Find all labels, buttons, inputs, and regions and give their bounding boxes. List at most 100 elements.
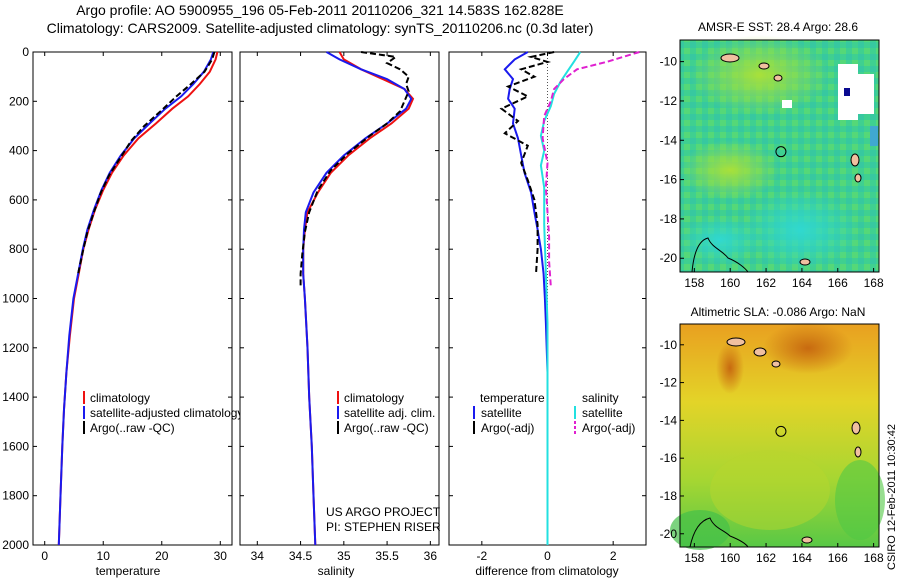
series-line-salinity-argo-adj- [541,51,640,287]
map-x-tick-label: 160 [720,551,740,565]
map-y-tick-label: -12 [660,94,678,108]
sla-field [670,322,885,550]
profile-location-marker [775,146,787,158]
sla-map-title: Altimetric SLA: -0.086 Argo: NaN [691,305,866,319]
series-line-satellite-adj-clim- [302,51,413,546]
sst-map-frame [679,39,880,273]
map-x-tick-label: 162 [756,551,776,565]
project-annotation-line-1: US ARGO PROJECT [326,505,441,519]
bathymetry-contour [689,517,749,548]
y-tick-label: 200 [9,94,29,108]
sst-field [680,35,879,273]
map-y-tick-label: -16 [660,451,678,465]
legend-label: Argo(..raw -QC) [344,421,429,435]
x-tick-label: 35 [337,549,351,563]
profile-location-marker [775,425,787,437]
island [753,347,767,357]
map-y-tick-label: -20 [660,527,678,541]
island [720,53,740,63]
legend-label: satellite [481,406,522,420]
island [726,337,746,347]
map-x-tick-label: 158 [684,276,704,290]
legend-label: Argo(..raw -QC) [90,421,175,435]
series-line-salinity-satellite [539,51,582,545]
sst-map-title: AMSR-E SST: 28.4 Argo: 28.6 [698,20,858,34]
legend-label: Argo(-adj) [582,421,635,435]
series-line-temperature-satellite [503,51,549,545]
island [854,446,862,458]
x-tick-label: 10 [97,549,111,563]
map-y-tick-label: -10 [660,338,678,352]
island [851,421,861,435]
sla-map-frame [679,323,880,548]
map-x-tick-label: 158 [684,551,704,565]
map-y-tick-label: -14 [660,413,678,427]
x-tick-label: 35.5 [375,549,399,563]
figure-title-line-2: Climatology: CARS2009. Satellite-adjuste… [46,20,594,36]
legend-heading-temperature: temperature [480,391,545,405]
x-tick-label: 34 [251,549,265,563]
bathymetry-contour [691,237,749,273]
temperature-xlabel: temperature [96,564,161,578]
cold-pixel [844,88,850,96]
difference-xlabel: difference from climatology [475,564,618,578]
y-tick-label: 400 [9,144,29,158]
missing-data-patch [782,100,792,108]
legend-heading-salinity: salinity [582,391,619,405]
map-y-tick-label: -18 [660,212,678,226]
y-tick-label: 600 [9,193,29,207]
x-tick-label: -2 [476,549,487,563]
legend-label: climatology [344,391,404,405]
map-y-tick-label: -20 [660,251,678,265]
salinity-xlabel: salinity [318,564,355,578]
temperature-legend: climatology satellite-adjusted climatolo… [83,391,243,435]
sst-map-panel: AMSR-E SST: 28.4 Argo: 28.6 158 160 162 164… [660,20,884,290]
map-x-tick-label: 162 [756,276,776,290]
salinity-legend: climatology satellite adj. clim. Argo(..… [337,391,435,435]
series-line-argo-raw-qc- [299,51,410,287]
y-tick-label: 2000 [2,538,29,552]
y-tick-label: 800 [9,242,29,256]
map-x-tick-label: 166 [828,551,848,565]
map-x-tick-label: 160 [720,276,740,290]
sla-map-panel: Altimetric SLA: -0.086 Argo: NaN 158 160 1… [660,305,885,565]
map-x-tick-label: 168 [864,276,884,290]
x-tick-label: 20 [155,549,169,563]
y-tick-label: 1600 [2,439,29,453]
island [850,153,860,167]
island [801,536,813,544]
island [758,62,770,70]
missing-data-patch [858,74,874,114]
map-x-tick-label: 164 [792,551,812,565]
figure-title-line-1: Argo profile: AO 5900955_196 05-Feb-2011… [76,2,564,18]
map-y-tick-label: -14 [660,133,678,147]
difference-legend: temperature salinity satellite satellite… [473,391,635,435]
island [771,360,781,368]
island [773,74,783,82]
y-tick-label: 1200 [2,341,29,355]
legend-label: climatology [90,391,150,405]
timestamp-side-label: CSIRO 12-Feb-2011 10:30:42 [886,424,898,570]
map-y-tick-label: -12 [660,376,678,390]
x-tick-label: 36 [424,549,438,563]
x-tick-label: 34.5 [289,549,313,563]
temperature-axes-box [32,51,233,546]
map-y-tick-label: -10 [660,55,678,69]
x-tick-label: 2 [610,549,617,563]
y-tick-label: 1800 [2,489,29,503]
legend-label: satellite [582,406,623,420]
temperature-panel: 0 10 20 30 0 200 400 600 800 1000 1200 1400 1600 1800… [2,45,243,578]
y-tick-label: 0 [22,45,29,59]
legend-label: satellite adj. clim. [344,406,435,420]
map-y-tick-label: -18 [660,489,678,503]
map-x-tick-label: 166 [828,276,848,290]
legend-label: satellite-adjusted climatology [90,406,243,420]
cool-pixel [870,126,878,146]
x-tick-label: 0 [41,549,48,563]
map-x-tick-label: 168 [864,551,884,565]
series-line-temperature-argo-adj- [499,51,555,274]
salinity-panel: 34 34.5 35 35.5 36 salinity climatology sate… [239,51,441,578]
difference-panel: -2 0 2 difference from climatology tempera… [448,51,647,578]
legend-label: Argo(-adj) [481,421,534,435]
